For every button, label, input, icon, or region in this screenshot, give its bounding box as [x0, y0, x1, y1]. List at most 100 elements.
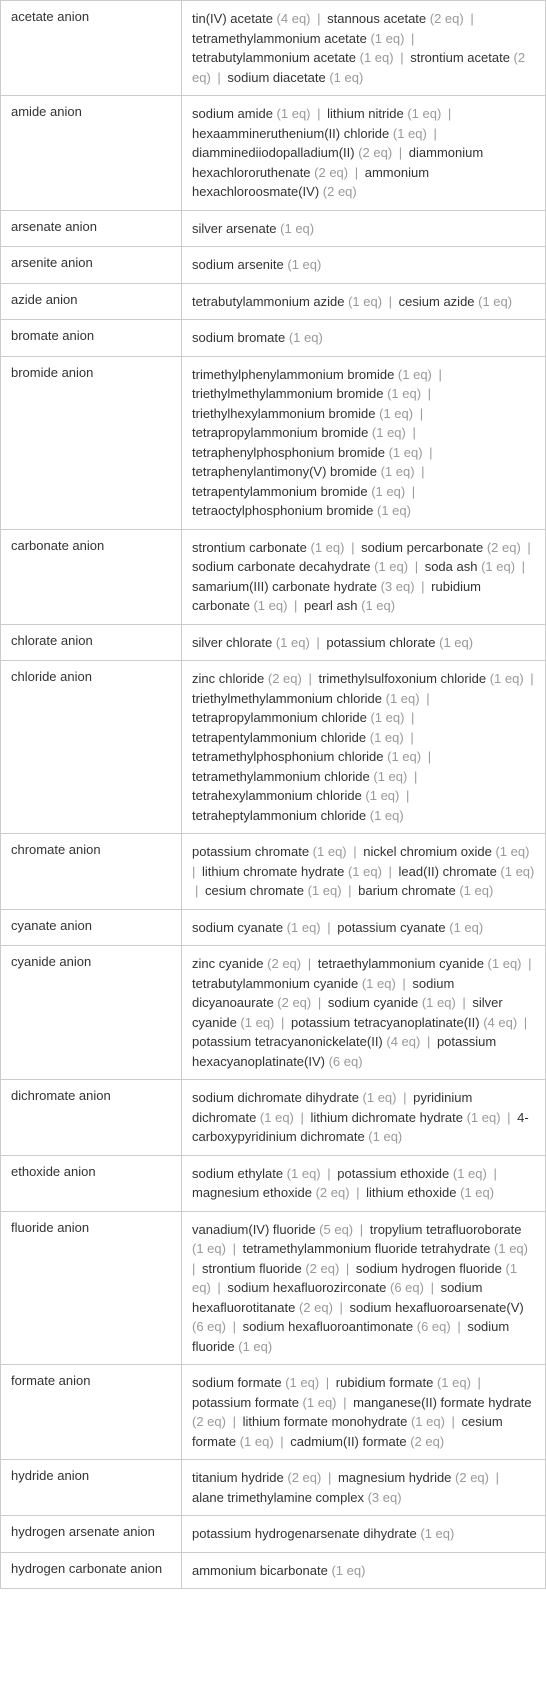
- separator: |: [444, 106, 451, 121]
- compounds-cell: titanium hydride (2 eq) | magnesium hydr…: [182, 1460, 545, 1515]
- compounds-cell: silver chlorate (1 eq) | potassium chlor…: [182, 625, 545, 661]
- separator: |: [214, 70, 225, 85]
- compound-eq: (1 eq): [240, 1434, 274, 1449]
- compounds-cell: zinc chloride (2 eq) | trimethylsulfoxon…: [182, 661, 545, 833]
- separator: |: [324, 1166, 335, 1181]
- compound-name: strontium carbonate: [192, 540, 311, 555]
- compound-name: tin(IV) acetate: [192, 11, 277, 26]
- anion-name: acetate anion: [1, 1, 182, 95]
- compound-name: sodium diacetate: [227, 70, 329, 85]
- table-row: chromate anionpotassium chromate (1 eq) …: [1, 834, 545, 910]
- compound-name: cadmium(II) formate: [290, 1434, 410, 1449]
- compound-eq: (1 eq): [277, 106, 311, 121]
- compound-eq: (1 eq): [393, 126, 427, 141]
- compound-name: strontium fluoride: [202, 1261, 305, 1276]
- compound-name: tetrapropylammonium bromide: [192, 425, 372, 440]
- compound-eq: (1 eq): [276, 635, 310, 650]
- compound-eq: (1 eq): [490, 671, 524, 686]
- compound-name: lithium nitride: [327, 106, 407, 121]
- compound-eq: (2 eq): [323, 184, 357, 199]
- compound-name: zinc cyanide: [192, 956, 267, 971]
- separator: |: [474, 1375, 481, 1390]
- compound-eq: (1 eq): [439, 635, 473, 650]
- compound-eq: (1 eq): [287, 1166, 321, 1181]
- compound-name: tetrahexylammonium chloride: [192, 788, 365, 803]
- separator: |: [304, 956, 315, 971]
- compound-eq: (1 eq): [370, 730, 404, 745]
- compound-name: tetramethylammonium acetate: [192, 31, 370, 46]
- compounds-cell: sodium formate (1 eq) | rubidium formate…: [182, 1365, 545, 1459]
- compound-name: tetraphenylphosphonium bromide: [192, 445, 389, 460]
- compound-eq: (1 eq): [308, 883, 342, 898]
- compound-eq: (1 eq): [481, 559, 515, 574]
- compound-eq: (2 eq): [487, 540, 521, 555]
- compound-name: potassium chromate: [192, 844, 313, 859]
- separator: |: [524, 540, 531, 555]
- separator: |: [277, 1015, 288, 1030]
- compound-eq: (1 eq): [379, 406, 413, 421]
- separator: |: [527, 671, 534, 686]
- compound-eq: (1 eq): [398, 367, 432, 382]
- compound-eq: (1 eq): [387, 386, 421, 401]
- compound-eq: (1 eq): [329, 70, 363, 85]
- compound-name: tetraheptylammonium chloride: [192, 808, 370, 823]
- compound-name: tetrabutylammonium cyanide: [192, 976, 362, 991]
- separator: |: [314, 11, 325, 26]
- anion-name: arsenate anion: [1, 211, 182, 247]
- compound-eq: (2 eq): [287, 1470, 321, 1485]
- separator: |: [411, 559, 422, 574]
- compound-name: tetraphenylantimony(V) bromide: [192, 464, 381, 479]
- compound-eq: (1 eq): [407, 106, 441, 121]
- compound-eq: (2 eq): [267, 956, 301, 971]
- compound-name: silver chlorate: [192, 635, 276, 650]
- separator: |: [229, 1414, 240, 1429]
- compound-name: potassium tetracyanonickelate(II): [192, 1034, 386, 1049]
- compound-eq: (6 eq): [329, 1054, 363, 1069]
- compound-eq: (1 eq): [460, 1185, 494, 1200]
- table-row: hydrogen carbonate anionammonium bicarbo…: [1, 1553, 545, 1589]
- separator: |: [520, 1015, 527, 1030]
- compound-eq: (1 eq): [253, 598, 287, 613]
- table-row: dichromate anionsodium dichromate dihydr…: [1, 1080, 545, 1156]
- separator: |: [416, 406, 423, 421]
- compound-eq: (1 eq): [370, 808, 404, 823]
- separator: |: [418, 579, 429, 594]
- compound-name: potassium chlorate: [326, 635, 439, 650]
- anion-name: chloride anion: [1, 661, 182, 833]
- separator: |: [192, 1261, 199, 1276]
- anion-name: cyanate anion: [1, 910, 182, 946]
- compound-eq: (1 eq): [285, 1375, 319, 1390]
- compound-eq: (1 eq): [280, 221, 314, 236]
- compound-eq: (6 eq): [390, 1280, 424, 1295]
- compounds-cell: tetrabutylammonium azide (1 eq) | cesium…: [182, 284, 545, 320]
- compounds-cell: vanadium(IV) fluoride (5 eq) | tropylium…: [182, 1212, 545, 1365]
- separator: |: [435, 367, 442, 382]
- compound-eq: (3 eq): [381, 579, 415, 594]
- compound-name: lithium ethoxide: [366, 1185, 460, 1200]
- compound-name: sodium hexafluorozirconate: [227, 1280, 390, 1295]
- separator: |: [290, 598, 301, 613]
- compound-name: sodium hexafluoroarsenate(V): [350, 1300, 524, 1315]
- compound-name: lead(II) chromate: [399, 864, 501, 879]
- compound-eq: (1 eq): [348, 864, 382, 879]
- separator: |: [305, 671, 316, 686]
- compound-name: sodium ethylate: [192, 1166, 287, 1181]
- anion-name: carbonate anion: [1, 530, 182, 624]
- anion-name: hydrogen arsenate anion: [1, 1516, 182, 1552]
- separator: |: [518, 559, 525, 574]
- anion-name: formate anion: [1, 1365, 182, 1459]
- anion-name: chlorate anion: [1, 625, 182, 661]
- separator: |: [342, 1261, 353, 1276]
- compound-name: sodium carbonate decahydrate: [192, 559, 374, 574]
- compound-name: tetrapropylammonium chloride: [192, 710, 370, 725]
- anion-name: hydrogen carbonate anion: [1, 1553, 182, 1589]
- compounds-cell: sodium cyanate (1 eq) | potassium cyanat…: [182, 910, 545, 946]
- separator: |: [399, 976, 410, 991]
- compound-eq: (2 eq): [316, 1185, 350, 1200]
- compound-name: potassium ethoxide: [337, 1166, 453, 1181]
- compound-name: potassium hydrogenarsenate dihydrate: [192, 1526, 420, 1541]
- compound-eq: (6 eq): [417, 1319, 451, 1334]
- table-row: formate anionsodium formate (1 eq) | rub…: [1, 1365, 545, 1460]
- compound-name: barium chromate: [358, 883, 459, 898]
- separator: |: [407, 710, 414, 725]
